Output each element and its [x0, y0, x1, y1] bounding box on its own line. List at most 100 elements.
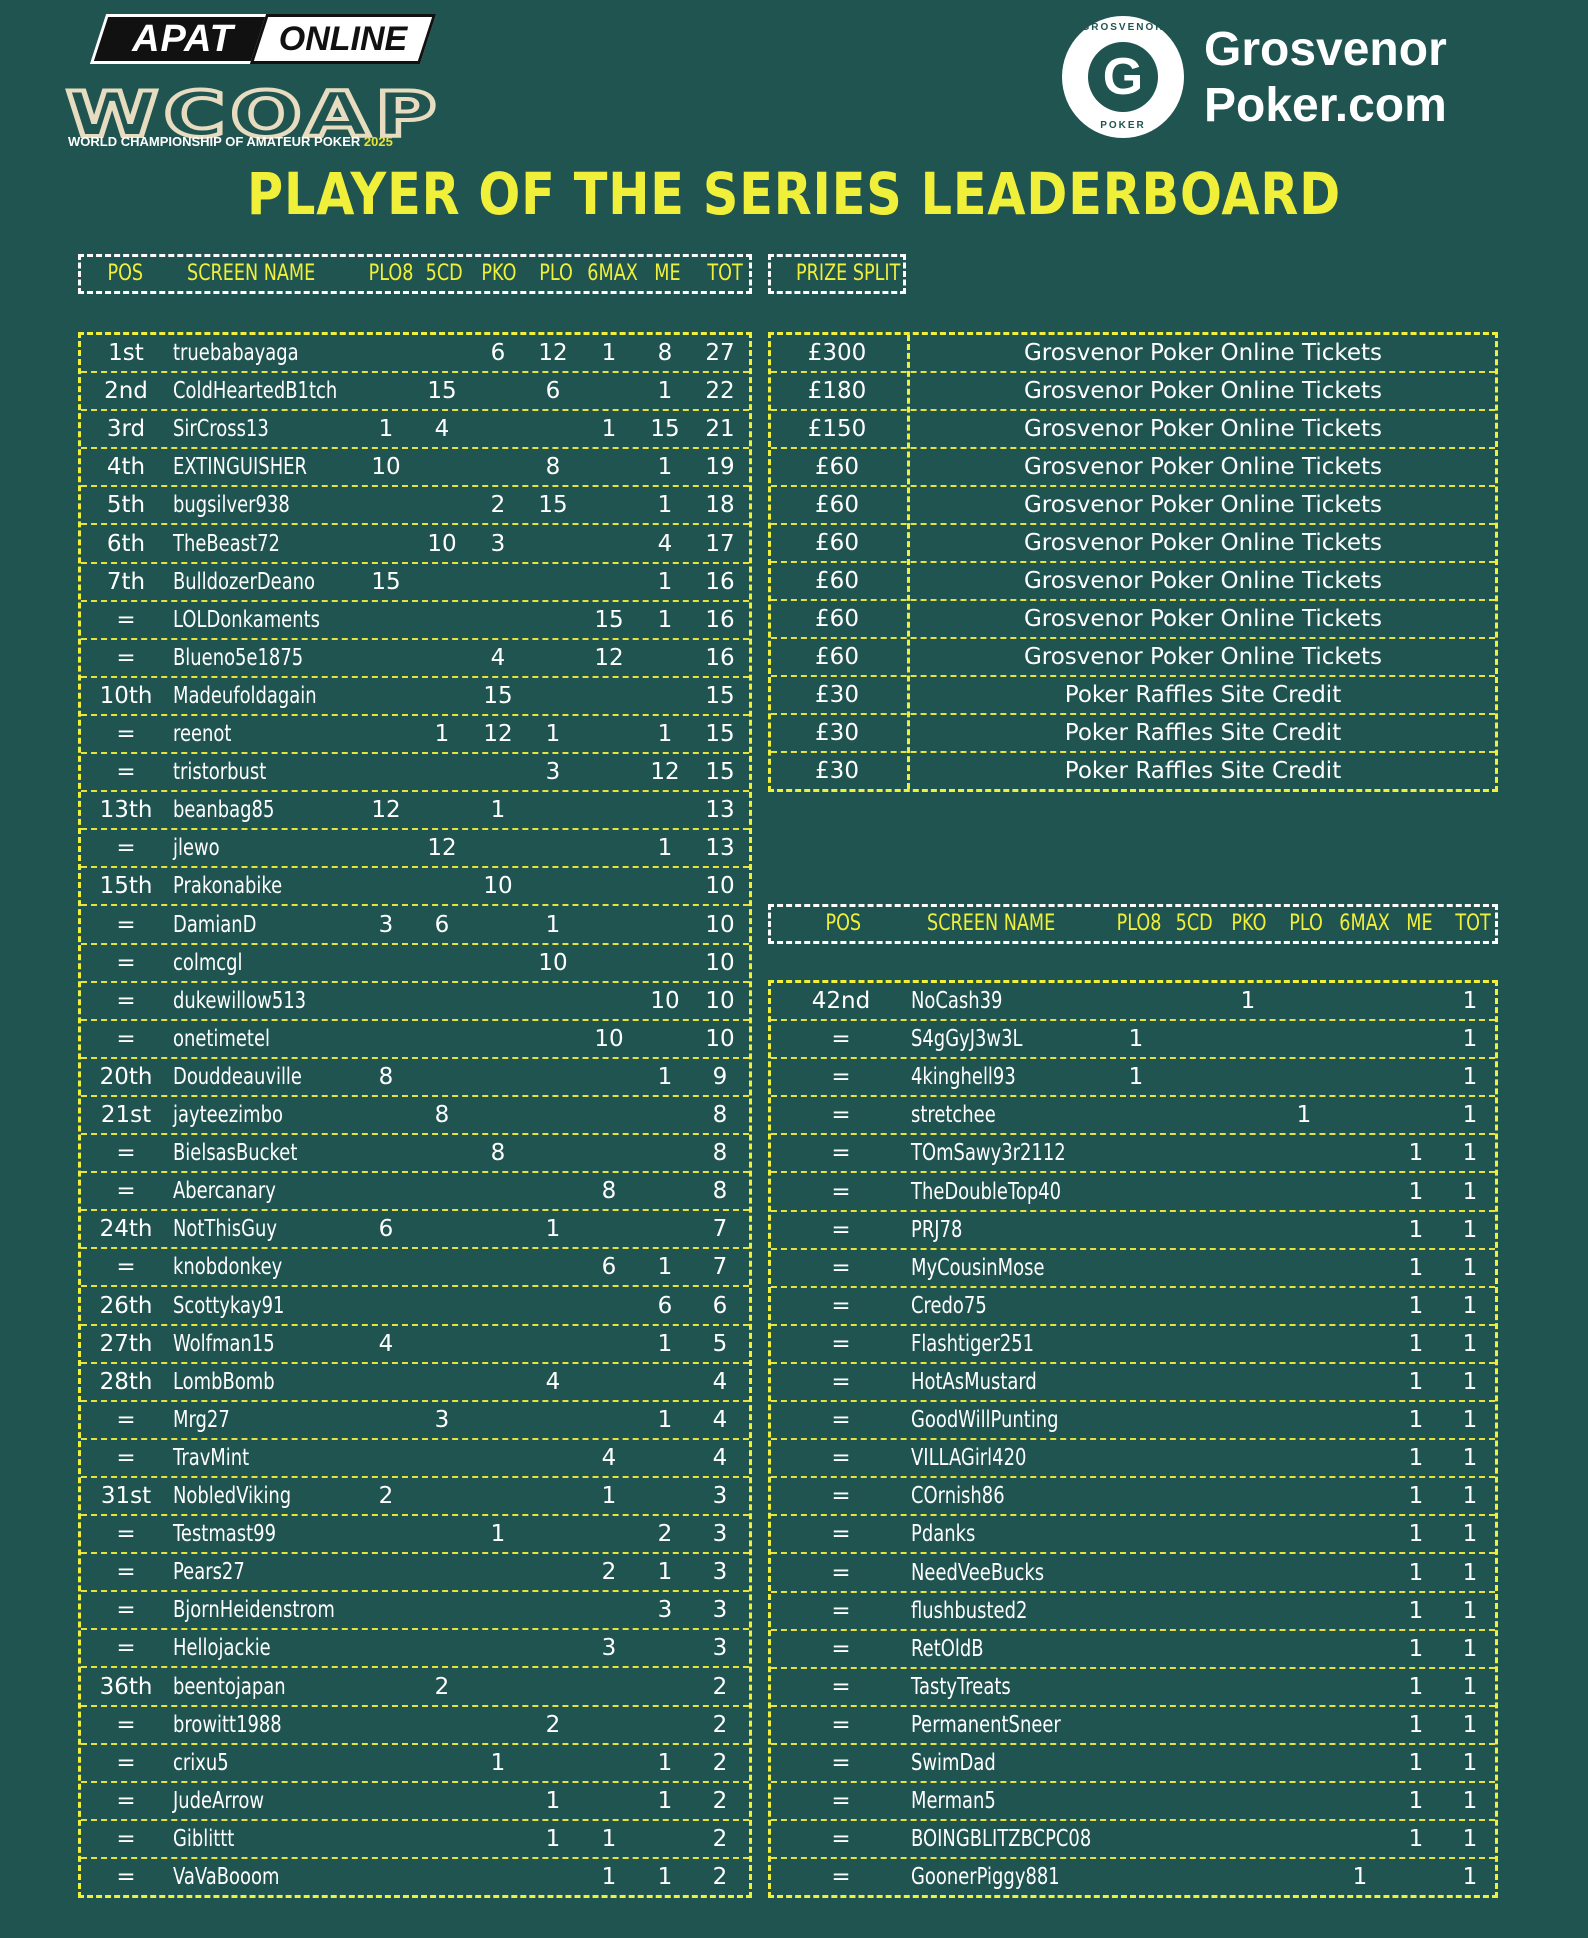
cell-pos: = — [116, 1864, 136, 1890]
cell-plo8: 1 — [378, 416, 394, 443]
cell-plo: 2 — [545, 1711, 561, 1738]
prize-row: £180 Grosvenor Poker Online Tickets — [771, 373, 1495, 411]
wcoap-logo-subtitle: WORLD CHAMPIONSHIP OF AMATEUR POKER 2025 — [68, 134, 393, 149]
cell-tot: 1 — [1462, 988, 1478, 1014]
cell-screen-name: NeedVeeBucks — [911, 1559, 1045, 1586]
cell-screen-name: PermanentSneer — [911, 1711, 1061, 1738]
cell-me: 6 — [657, 1292, 673, 1319]
prize-amount: £60 — [815, 568, 859, 594]
cell-6max: 4 — [601, 1444, 617, 1471]
cell-pos: = — [116, 987, 136, 1014]
cell-pos: 5th — [106, 492, 146, 519]
leaderboard-header: POS SCREEN NAME PLO8 5CD PKO PLO 6MAX ME… — [78, 254, 752, 294]
cell-screen-name: ColdHeartedB1tch — [173, 378, 338, 405]
prize-row: £60 Grosvenor Poker Online Tickets — [771, 525, 1495, 563]
cell-plo8: 8 — [378, 1063, 394, 1090]
cell-pko: 8 — [490, 1140, 506, 1167]
table-row: = HotAsMustard 1 1 — [771, 1364, 1495, 1403]
cell-6max: 8 — [601, 1178, 617, 1205]
cell-pos: 27th — [99, 1330, 153, 1357]
cell-plo: 1 — [545, 911, 561, 938]
cell-pos: = — [116, 1787, 136, 1814]
cell-tot: 2 — [712, 1673, 728, 1700]
header-plo8-right: PLO8 — [1116, 911, 1162, 936]
prize-description: Poker Raffles Site Credit — [1064, 758, 1342, 784]
cell-tot: 8 — [712, 1178, 728, 1205]
header-plo-right: PLO — [1289, 911, 1323, 936]
cell-screen-name: RetOldB — [911, 1635, 984, 1662]
cell-screen-name: dukewillow513 — [173, 987, 307, 1014]
cell-pos: = — [116, 1597, 136, 1624]
cell-pos: = — [116, 1444, 136, 1471]
table-row: = colmcgl 10 10 — [81, 945, 749, 983]
cell-screen-name: JudeArrow — [173, 1787, 265, 1814]
cell-screen-name: stretchee — [911, 1102, 996, 1129]
cell-screen-name: beanbag85 — [173, 797, 275, 824]
cell-plo8: 1 — [1128, 1026, 1144, 1053]
cell-pos: = — [831, 1102, 851, 1129]
cell-me: 1 — [657, 492, 673, 519]
header-pos: POS — [107, 261, 144, 286]
cell-me: 10 — [650, 987, 680, 1014]
cell-pko: 12 — [483, 721, 513, 747]
cell-pos: = — [831, 1178, 851, 1205]
table-row: 3rd SirCross13 1 4 1 15 21 — [81, 411, 749, 450]
cell-pos: 13th — [99, 797, 153, 824]
cell-me: 2 — [657, 1521, 673, 1548]
cell-pko: 1 — [490, 797, 506, 824]
leaderboard-table-left: 1st truebabayaga 6 12 1 8 27 2nd ColdHeartedB1tc… — [78, 332, 752, 1898]
header-tot-right: TOT — [1455, 911, 1491, 936]
cell-5cd: 3 — [434, 1406, 450, 1433]
cell-me: 1 — [657, 1787, 673, 1814]
table-row: 15th Prakonabike 10 10 — [81, 868, 749, 907]
prize-row: £60 Grosvenor Poker Online Tickets — [771, 639, 1495, 677]
leaderboard-header-right: POS SCREEN NAME PLO8 5CD PKO PLO 6MAX ME… — [768, 904, 1498, 944]
table-row: 27th Wolfman15 4 1 5 — [81, 1326, 749, 1364]
table-row: = TastyTreats 1 1 — [771, 1669, 1495, 1707]
cell-tot: 1 — [1462, 1559, 1478, 1586]
cell-pos: = — [116, 644, 136, 671]
table-row: = VILLAGirl420 1 1 — [771, 1440, 1495, 1479]
cell-screen-name: NoCash39 — [911, 988, 1003, 1014]
cell-me: 1 — [657, 1254, 673, 1281]
table-row: = TheDoubleTop40 1 1 — [771, 1174, 1495, 1212]
cell-tot: 1 — [1462, 1026, 1478, 1053]
cell-screen-name: Testmast99 — [173, 1521, 277, 1548]
cell-tot: 3 — [712, 1635, 728, 1662]
page-title: PLAYER OF THE SERIES LEADERBOARD — [246, 160, 1342, 228]
leaderboard-table-right: 42nd NoCash39 1 1 = S4gGyJ3w3L 1 1 = 4kinghell93 1… — [768, 980, 1498, 1898]
header-pko: PKO — [481, 261, 517, 286]
cell-me: 1 — [1408, 1178, 1424, 1205]
cell-tot: 3 — [712, 1521, 728, 1548]
cell-screen-name: TastyTreats — [911, 1673, 1011, 1700]
prize-split-header: PRIZE SPLIT — [768, 254, 906, 294]
table-row: = PRJ78 1 1 — [771, 1212, 1495, 1250]
cell-me: 1 — [1408, 1407, 1424, 1434]
prize-amount: £150 — [807, 416, 867, 442]
cell-pko: 2 — [490, 492, 506, 519]
cell-pos: = — [116, 835, 136, 862]
table-row: 36th beentojapan 2 2 — [81, 1669, 749, 1707]
cell-plo: 1 — [545, 1787, 561, 1814]
cell-pko: 15 — [483, 682, 513, 709]
cell-screen-name: VaVaBooom — [173, 1864, 280, 1890]
cell-pos: = — [116, 759, 136, 786]
table-row: = BjornHeidenstrom 3 3 — [81, 1592, 749, 1631]
apat-logo-left: APAT — [89, 14, 277, 64]
cell-pos: = — [831, 1254, 851, 1281]
cell-screen-name: LOLDonkaments — [173, 606, 320, 633]
table-row: = DamianD 3 6 1 10 — [81, 907, 749, 945]
cell-screen-name: colmcgl — [173, 949, 243, 976]
header-plo: PLO — [539, 261, 573, 286]
prize-split-table: £300 Grosvenor Poker Online Tickets £180 Gr… — [768, 332, 1498, 792]
cell-screen-name: Pears27 — [173, 1559, 245, 1586]
cell-tot: 1 — [1462, 1140, 1478, 1167]
cell-tot: 8 — [712, 1140, 728, 1167]
cell-tot: 2 — [712, 1825, 728, 1852]
cell-screen-name: NotThisGuy — [173, 1216, 277, 1243]
table-row: = MyCousinMose 1 1 — [771, 1250, 1495, 1288]
cell-5cd: 10 — [427, 530, 457, 557]
cell-screen-name: BulldozerDeano — [173, 568, 316, 595]
header-pko-right: PKO — [1231, 911, 1267, 936]
table-row: 4th EXTINGUISHER 10 8 1 19 — [81, 449, 749, 488]
